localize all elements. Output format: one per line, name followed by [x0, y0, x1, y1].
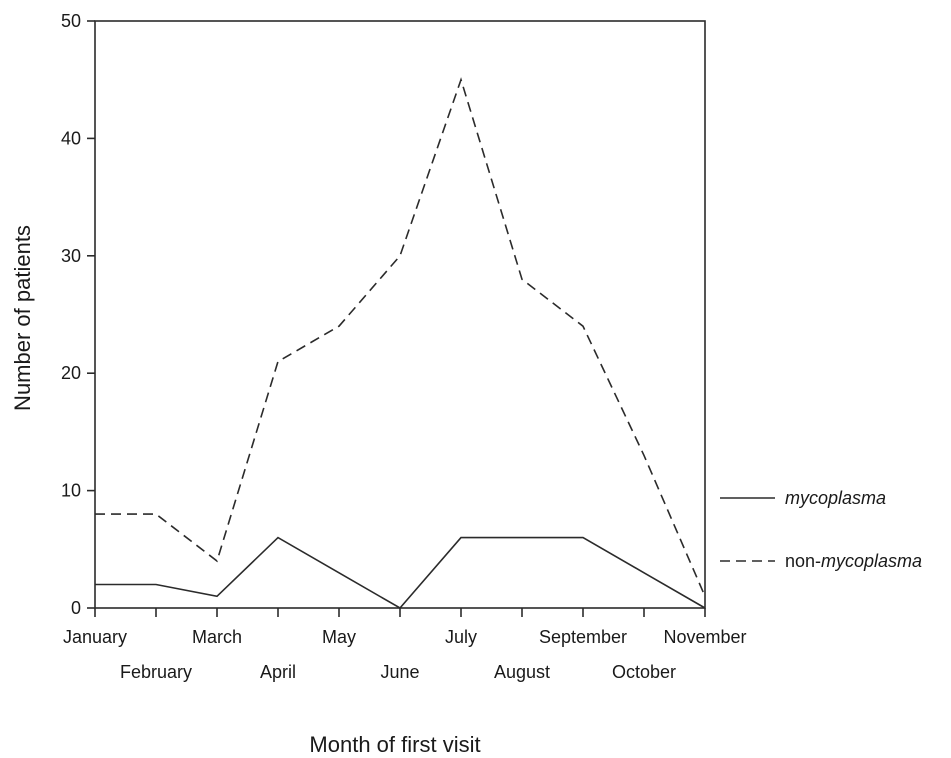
x-tick-label-november: November: [663, 627, 746, 647]
x-axis-title: Month of first visit: [309, 732, 480, 757]
x-tick-label-april: April: [260, 662, 296, 682]
legend-label-mycoplasma: mycoplasma: [785, 488, 886, 508]
legend-label-part: mycoplasma: [821, 551, 922, 571]
series-line-mycoplasma: [95, 536, 706, 610]
legend-label-part: non-: [785, 551, 821, 571]
legend-label-part: mycoplasma: [785, 488, 886, 508]
x-tick-label-september: September: [539, 627, 627, 647]
plot-frame: [94, 20, 706, 609]
x-tick-label-january: January: [63, 627, 127, 647]
x-tick-label-february: February: [120, 662, 192, 682]
y-tick-label: 0: [71, 598, 81, 618]
y-tick-label: 50: [61, 11, 81, 31]
series-line-non-mycoplasma: [95, 77, 706, 597]
y-axis-title: Number of patients: [10, 225, 35, 411]
y-axis: 0 10 20 30 40 50: [61, 11, 95, 618]
y-tick-label: 40: [61, 128, 81, 148]
x-tick-label-october: October: [612, 662, 676, 682]
x-tick-label-june: June: [380, 662, 419, 682]
y-tick-label: 20: [61, 363, 81, 383]
x-tick-label-july: July: [445, 627, 477, 647]
series-layer: [95, 77, 706, 610]
x-tick-label-august: August: [494, 662, 550, 682]
x-tick-label-may: May: [322, 627, 356, 647]
y-tick-label: 10: [61, 481, 81, 501]
legend-label-non-mycoplasma: non-mycoplasma: [785, 551, 922, 571]
x-tick-label-march: March: [192, 627, 242, 647]
y-tick-label: 30: [61, 246, 81, 266]
